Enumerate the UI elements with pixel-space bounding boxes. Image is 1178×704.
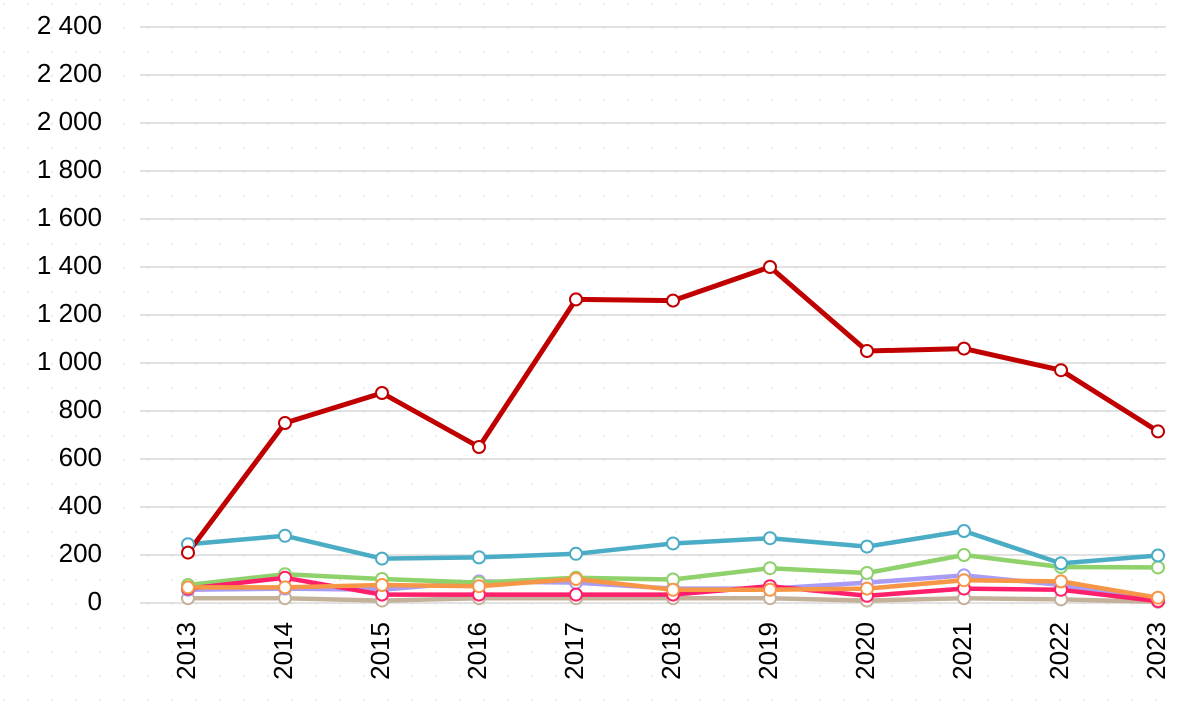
point-marker bbox=[569, 546, 583, 561]
y-tick-label: 1 400 bbox=[37, 250, 102, 280]
y-tick-label: 400 bbox=[59, 490, 102, 520]
point-marker bbox=[860, 539, 874, 554]
point-marker bbox=[957, 548, 971, 562]
point-marker bbox=[763, 561, 777, 576]
point-marker bbox=[957, 573, 971, 588]
point-marker bbox=[375, 551, 389, 566]
point-marker bbox=[1054, 574, 1068, 589]
point-marker bbox=[1151, 560, 1165, 575]
y-tick-label: 2 000 bbox=[37, 106, 102, 136]
point-marker bbox=[860, 581, 874, 596]
point-marker bbox=[472, 440, 486, 454]
point-marker bbox=[278, 580, 292, 595]
point-marker bbox=[472, 550, 486, 565]
point-marker bbox=[569, 292, 583, 307]
point-marker bbox=[569, 572, 583, 586]
x-tick-label: 2022 bbox=[1044, 622, 1074, 680]
x-tick-label: 2016 bbox=[462, 622, 492, 680]
point-marker bbox=[957, 341, 971, 356]
point-marker bbox=[1151, 424, 1165, 439]
point-marker bbox=[375, 386, 389, 400]
point-marker bbox=[763, 260, 777, 274]
x-tick-label: 2018 bbox=[656, 622, 686, 680]
y-tick-label: 1 000 bbox=[37, 346, 102, 376]
point-marker bbox=[375, 578, 389, 592]
point-marker bbox=[181, 545, 195, 560]
y-tick-label: 2 400 bbox=[37, 10, 102, 40]
x-tick-label: 2017 bbox=[559, 622, 589, 680]
y-tick-label: 800 bbox=[59, 394, 102, 424]
point-marker bbox=[666, 582, 680, 597]
y-tick-label: 600 bbox=[59, 442, 102, 472]
x-tick-label: 2014 bbox=[268, 622, 298, 680]
point-marker bbox=[472, 579, 486, 594]
point-marker bbox=[860, 566, 874, 580]
y-tick-label: 1 800 bbox=[37, 154, 102, 184]
point-marker bbox=[666, 536, 680, 551]
x-tick-label: 2013 bbox=[171, 622, 201, 680]
y-tick-label: 1 600 bbox=[37, 202, 102, 232]
x-tick-label: 2015 bbox=[365, 622, 395, 680]
point-marker bbox=[1151, 548, 1165, 563]
y-tick-label: 0 bbox=[88, 586, 102, 616]
y-tick-label: 1 200 bbox=[37, 298, 102, 328]
point-marker bbox=[957, 524, 971, 538]
point-marker bbox=[763, 582, 777, 597]
point-marker bbox=[181, 580, 195, 595]
y-tick-label: 2 200 bbox=[37, 58, 102, 88]
x-tick-label: 2021 bbox=[947, 622, 977, 680]
point-marker bbox=[763, 531, 777, 546]
x-tick-label: 2020 bbox=[850, 622, 880, 680]
point-marker bbox=[860, 344, 874, 358]
point-marker bbox=[569, 587, 583, 602]
point-marker bbox=[278, 528, 292, 543]
point-marker bbox=[278, 416, 292, 430]
y-tick-label: 200 bbox=[59, 538, 102, 568]
point-marker bbox=[1054, 556, 1068, 571]
x-tick-label: 2019 bbox=[753, 622, 783, 680]
point-marker bbox=[1151, 590, 1165, 605]
point-marker bbox=[666, 293, 680, 308]
point-marker bbox=[1054, 363, 1068, 378]
x-tick-label: 2023 bbox=[1141, 622, 1171, 680]
